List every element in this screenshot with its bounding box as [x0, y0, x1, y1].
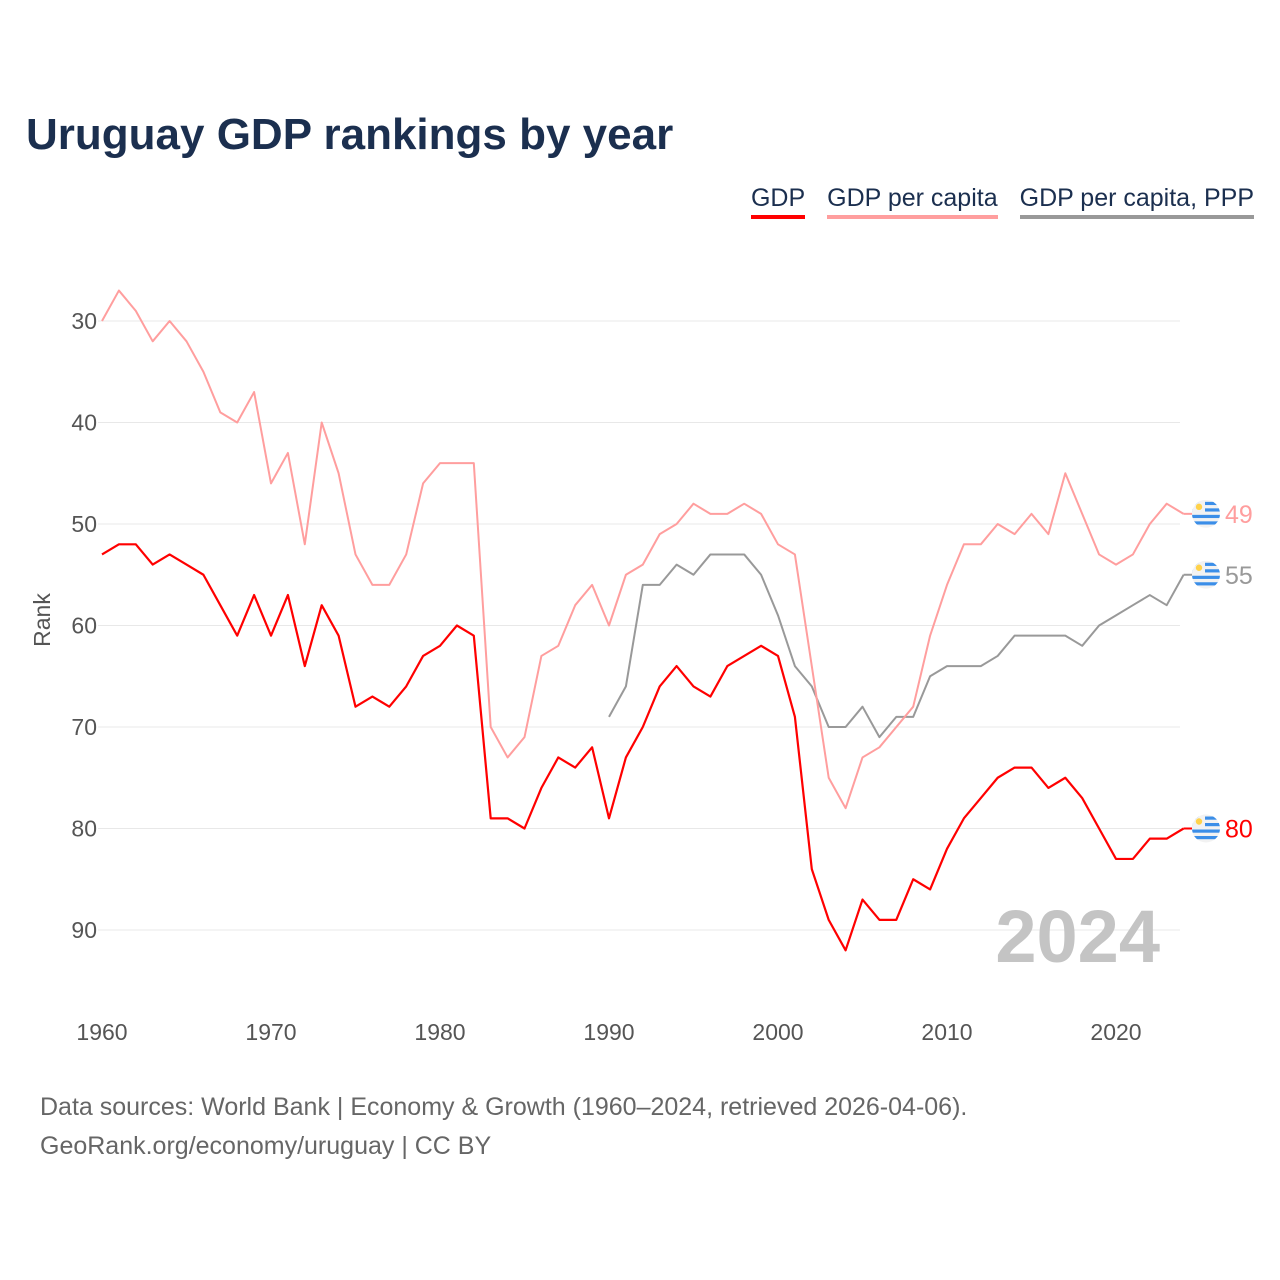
uruguay-flag-icon: [1192, 499, 1220, 528]
end-value-label: 80: [1225, 816, 1253, 844]
y-tick-label: 40: [71, 410, 97, 436]
y-tick-label: 80: [71, 816, 97, 842]
source-line-2[interactable]: GeoRank.org/economy/uruguay | CC BY: [40, 1132, 492, 1160]
y-tick-label: 30: [71, 308, 97, 334]
source-note: Data sources: World Bank | Economy & Gro…: [40, 1088, 967, 1166]
series-line-gdp: [101, 543, 1185, 952]
legend-item-gdp-per-capita[interactable]: GDP per capita: [827, 184, 998, 219]
y-tick-label: 90: [71, 917, 97, 943]
source-line-1: Data sources: World Bank | Economy & Gro…: [40, 1093, 968, 1121]
year-watermark: 2024: [995, 895, 1160, 978]
x-tick-label: 2000: [752, 1019, 803, 1045]
y-tick-label: 60: [71, 613, 97, 639]
y-tick-label: 70: [71, 714, 97, 740]
series-line-gdp-per-capita: [101, 289, 1185, 810]
y-axis-label: Rank: [29, 593, 55, 647]
uruguay-flag-icon: [1192, 560, 1220, 589]
x-tick-label: 1990: [583, 1019, 634, 1045]
legend-item-gdp-per-capita-ppp[interactable]: GDP per capita, PPP: [1019, 184, 1254, 219]
x-tick-label: 2010: [921, 1019, 972, 1045]
end-value-label: 55: [1225, 562, 1253, 590]
x-tick-label: 1960: [76, 1019, 127, 1045]
chart-title: Uruguay GDP rankings by year: [26, 110, 674, 159]
x-tick-label: 1970: [245, 1019, 296, 1045]
uruguay-flag-icon: [1192, 814, 1220, 843]
series-line-gdp-per-capita-ppp: [608, 553, 1185, 739]
y-tick-label: 50: [71, 511, 97, 537]
x-tick-label: 1980: [414, 1019, 465, 1045]
x-tick-label: 2020: [1090, 1019, 1141, 1045]
legend: GDP GDP per capita GDP per capita, PPP: [750, 184, 1254, 219]
end-value-label: 49: [1225, 501, 1253, 529]
legend-item-gdp[interactable]: GDP: [750, 184, 806, 219]
